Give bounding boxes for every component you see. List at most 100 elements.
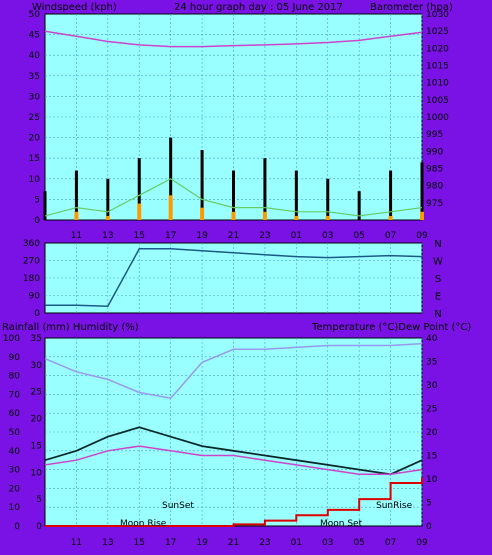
- wind-y-tick: 30: [29, 92, 41, 102]
- x-tick-label: 13: [102, 538, 113, 548]
- humidity-y-tick: 90: [9, 353, 21, 363]
- humidity-y-tick: 60: [9, 409, 21, 419]
- x-tick-label: 17: [165, 231, 176, 241]
- temp-y-tick: 25: [426, 405, 437, 415]
- x-tick-label: 05: [353, 231, 364, 241]
- temp-y-tick: 35: [426, 358, 437, 368]
- x-tick-label: 21: [228, 231, 239, 241]
- baro-y-tick: 1030: [426, 10, 449, 20]
- direction-grid: [45, 243, 423, 313]
- temp-y-tick: 30: [426, 381, 438, 391]
- temp-axis-labels: 0102030405060708090100051015202530350510…: [3, 334, 438, 548]
- direction-marks: [45, 248, 423, 307]
- x-tick-label: 11: [71, 231, 82, 241]
- x-tick-label: 19: [196, 538, 208, 548]
- baro-y-tick: 1020: [426, 44, 449, 54]
- baro-y-tick: 975: [426, 199, 443, 209]
- temp-dew-title: Temperature (°C)Dew Point (°C): [311, 322, 471, 333]
- humidity-y-tick: 70: [9, 390, 21, 400]
- wind-y-tick: 5: [34, 195, 40, 205]
- rain-y-tick: 25: [31, 388, 42, 398]
- x-tick-label: 23: [259, 538, 270, 548]
- annotation-moon-set: Moon Set: [320, 519, 363, 529]
- wind-marks: [43, 30, 424, 220]
- humidity-y-tick: 30: [9, 466, 21, 476]
- baro-y-tick: 1005: [426, 96, 449, 106]
- wind-y-tick: 40: [29, 51, 41, 61]
- rainfall-line: [45, 477, 423, 527]
- x-tick-label: 19: [196, 231, 208, 241]
- compass-label: W: [433, 257, 443, 268]
- x-tick-label: 23: [259, 231, 270, 241]
- direction-line: [45, 248, 423, 307]
- baro-y-tick: 1015: [426, 62, 449, 72]
- humidity-y-tick: 40: [9, 447, 21, 457]
- baro-axis-title: Barometer (hpa): [370, 2, 453, 13]
- rain-y-tick: 15: [31, 441, 42, 451]
- temp-y-tick: 20: [426, 428, 438, 438]
- wind-y-tick: 20: [29, 134, 41, 144]
- gust-line: [44, 178, 423, 217]
- x-tick-label: 09: [416, 538, 428, 548]
- compass-label: N: [434, 309, 441, 320]
- annotation-moon-rise: Moon Rise: [120, 519, 167, 529]
- direction-y-tick: 90: [29, 292, 41, 302]
- baro-y-tick: 995: [426, 130, 443, 140]
- temp-marks: [44, 342, 423, 527]
- rain-y-tick: 5: [36, 495, 42, 505]
- rain-y-tick: 0: [36, 522, 42, 532]
- temperature-line: [44, 426, 423, 476]
- rain-y-tick: 35: [31, 334, 42, 344]
- baro-y-tick: 985: [426, 165, 443, 175]
- chart-title: 24 hour graph day : 05 June 2017: [174, 2, 343, 13]
- x-tick-label: 05: [353, 538, 364, 548]
- temp-y-tick: 5: [426, 499, 432, 509]
- wind-axis-labels: 0510152025303540455097598098599099510001…: [29, 10, 450, 241]
- wind-y-tick: 15: [29, 154, 40, 164]
- humidity-y-tick: 0: [14, 522, 20, 532]
- x-tick-label: 07: [385, 538, 396, 548]
- humidity-y-tick: 10: [9, 503, 21, 513]
- x-tick-label: 03: [322, 538, 333, 548]
- barometer-line: [44, 30, 423, 48]
- wind-y-tick: 0: [34, 216, 40, 226]
- humidity-y-tick: 100: [3, 334, 20, 344]
- compass-label: E: [435, 292, 441, 303]
- annotation-sunrise: SunRise: [376, 501, 413, 511]
- baro-y-tick: 980: [426, 182, 443, 192]
- humidity-line: [44, 342, 423, 400]
- baro-y-tick: 1000: [426, 113, 449, 123]
- wind-y-tick: 35: [29, 72, 40, 82]
- x-tick-label: 03: [322, 231, 333, 241]
- x-tick-label: 13: [102, 231, 113, 241]
- wind-axis-title: Windspeed (kph): [32, 2, 117, 13]
- temp-y-tick: 10: [426, 475, 438, 485]
- direction-y-tick: 270: [23, 257, 40, 267]
- temp-y-tick: 15: [426, 452, 437, 462]
- x-tick-label: 21: [228, 538, 239, 548]
- x-tick-label: 17: [165, 538, 176, 548]
- x-tick-label: 01: [291, 231, 302, 241]
- rain-y-tick: 20: [31, 415, 43, 425]
- baro-y-tick: 1025: [426, 27, 449, 37]
- compass-label: N: [434, 239, 441, 250]
- x-tick-label: 11: [71, 538, 82, 548]
- annotation-sunset: SunSet: [162, 501, 194, 511]
- humidity-y-tick: 50: [9, 428, 21, 438]
- rain-y-tick: 10: [31, 468, 43, 478]
- x-tick-label: 07: [385, 231, 396, 241]
- rain-humidity-title: Rainfall (mm) Humidity (%): [2, 322, 139, 333]
- humidity-y-tick: 80: [9, 372, 21, 382]
- x-tick-label: 09: [416, 231, 428, 241]
- wind-y-tick: 45: [29, 31, 40, 41]
- x-tick-label: 01: [291, 538, 302, 548]
- x-tick-label: 15: [134, 538, 145, 548]
- wind-y-tick: 50: [29, 10, 41, 20]
- temp-y-tick: 40: [426, 334, 438, 344]
- rain-y-tick: 30: [31, 361, 43, 371]
- dewpoint-line: [44, 445, 423, 476]
- direction-y-tick: 180: [23, 274, 40, 284]
